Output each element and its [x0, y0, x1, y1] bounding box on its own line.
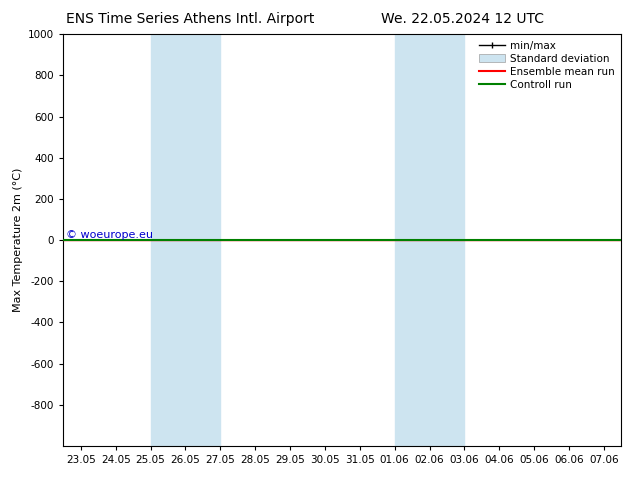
Legend: min/max, Standard deviation, Ensemble mean run, Controll run: min/max, Standard deviation, Ensemble me… [475, 36, 619, 94]
Text: ENS Time Series Athens Intl. Airport: ENS Time Series Athens Intl. Airport [66, 12, 314, 26]
Y-axis label: Max Temperature 2m (°C): Max Temperature 2m (°C) [13, 168, 23, 312]
Text: © woeurope.eu: © woeurope.eu [66, 230, 153, 240]
Bar [394, 34, 464, 446]
Text: We. 22.05.2024 12 UTC: We. 22.05.2024 12 UTC [381, 12, 545, 26]
Bar [150, 34, 221, 446]
